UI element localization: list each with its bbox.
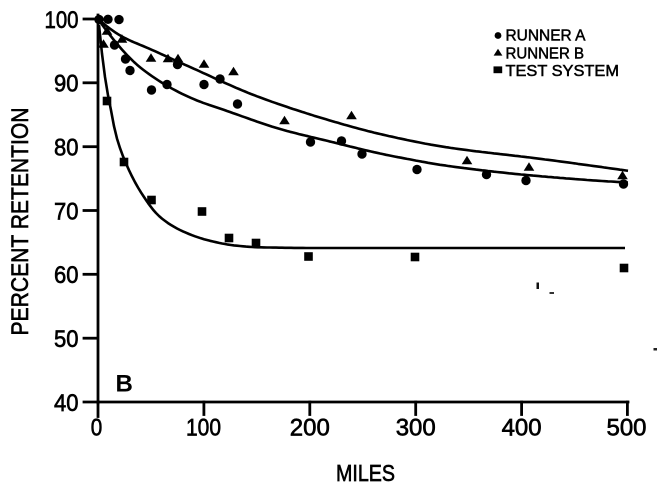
svg-text:100: 100 [186,415,221,442]
svg-text:100: 100 [45,7,79,34]
svg-text:200: 200 [290,415,330,442]
svg-text:90: 90 [54,71,79,98]
svg-text:TEST SYSTEM: TEST SYSTEM [506,63,620,80]
svg-text:RUNNER B: RUNNER B [506,45,585,62]
svg-text:PERCENT RETENTION: PERCENT RETENTION [7,108,34,336]
svg-text:MILES: MILES [336,460,395,486]
svg-text:70: 70 [54,198,79,225]
svg-text:60: 60 [54,262,79,289]
svg-text:RUNNER A: RUNNER A [506,28,586,45]
svg-text:50: 50 [54,326,79,353]
svg-text:B: B [116,370,133,397]
svg-text:300: 300 [396,415,436,442]
svg-text:0: 0 [91,415,103,442]
svg-text:40: 40 [54,390,79,417]
svg-text:80: 80 [54,135,79,162]
svg-text:400: 400 [502,415,542,442]
svg-text:500: 500 [607,415,647,442]
